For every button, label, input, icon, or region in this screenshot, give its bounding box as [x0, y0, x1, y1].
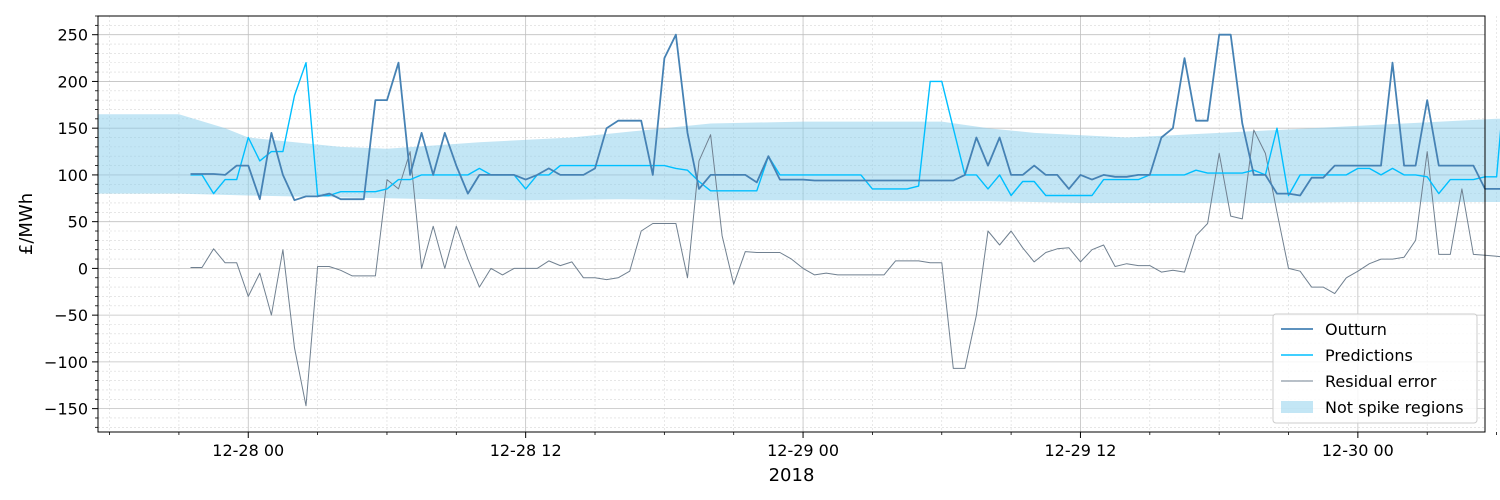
y-axis-title: £/MWh [16, 193, 37, 255]
legend-label: Not spike regions [1325, 398, 1464, 417]
y-tick-label: 250 [57, 26, 88, 45]
legend-label: Outturn [1325, 320, 1387, 339]
y-tick-label: −100 [44, 353, 88, 372]
series-predictions [190, 62, 1500, 197]
y-tick-label: 100 [57, 166, 88, 185]
x-axis-title: 2018 [769, 465, 815, 486]
series-outturn [190, 33, 1500, 202]
y-tick-label: −50 [54, 306, 88, 325]
grid [98, 15, 1497, 432]
series-residual-error [190, 129, 1500, 407]
x-tick-label: 12-29 12 [1044, 441, 1116, 460]
legend-swatch [1281, 401, 1313, 413]
legend: Outturn Predictions Residual error Not spik… [1272, 313, 1478, 424]
y-tick-label: 150 [57, 119, 88, 138]
x-tick-label: 12-30 00 [1322, 441, 1394, 460]
series-layer [190, 33, 1500, 407]
x-tick-label: 12-28 12 [490, 441, 562, 460]
axes: −150 −100 −50 0 50 100 150 200 250 12-28 00 12-28 … [44, 15, 1497, 460]
x-tick-label: 12-29 00 [767, 441, 839, 460]
y-tick-label: 50 [68, 213, 88, 232]
y-tick-label: −150 [44, 400, 88, 419]
y-tick-label: 0 [78, 259, 88, 278]
x-tick-label: 12-28 00 [212, 441, 284, 460]
plot-frame [97, 15, 1486, 433]
legend-box [1272, 313, 1478, 424]
legend-label: Predictions [1325, 346, 1413, 365]
not-spike-band [98, 114, 1500, 203]
y-tick-label: 200 [57, 72, 88, 91]
legend-label: Residual error [1325, 372, 1437, 391]
